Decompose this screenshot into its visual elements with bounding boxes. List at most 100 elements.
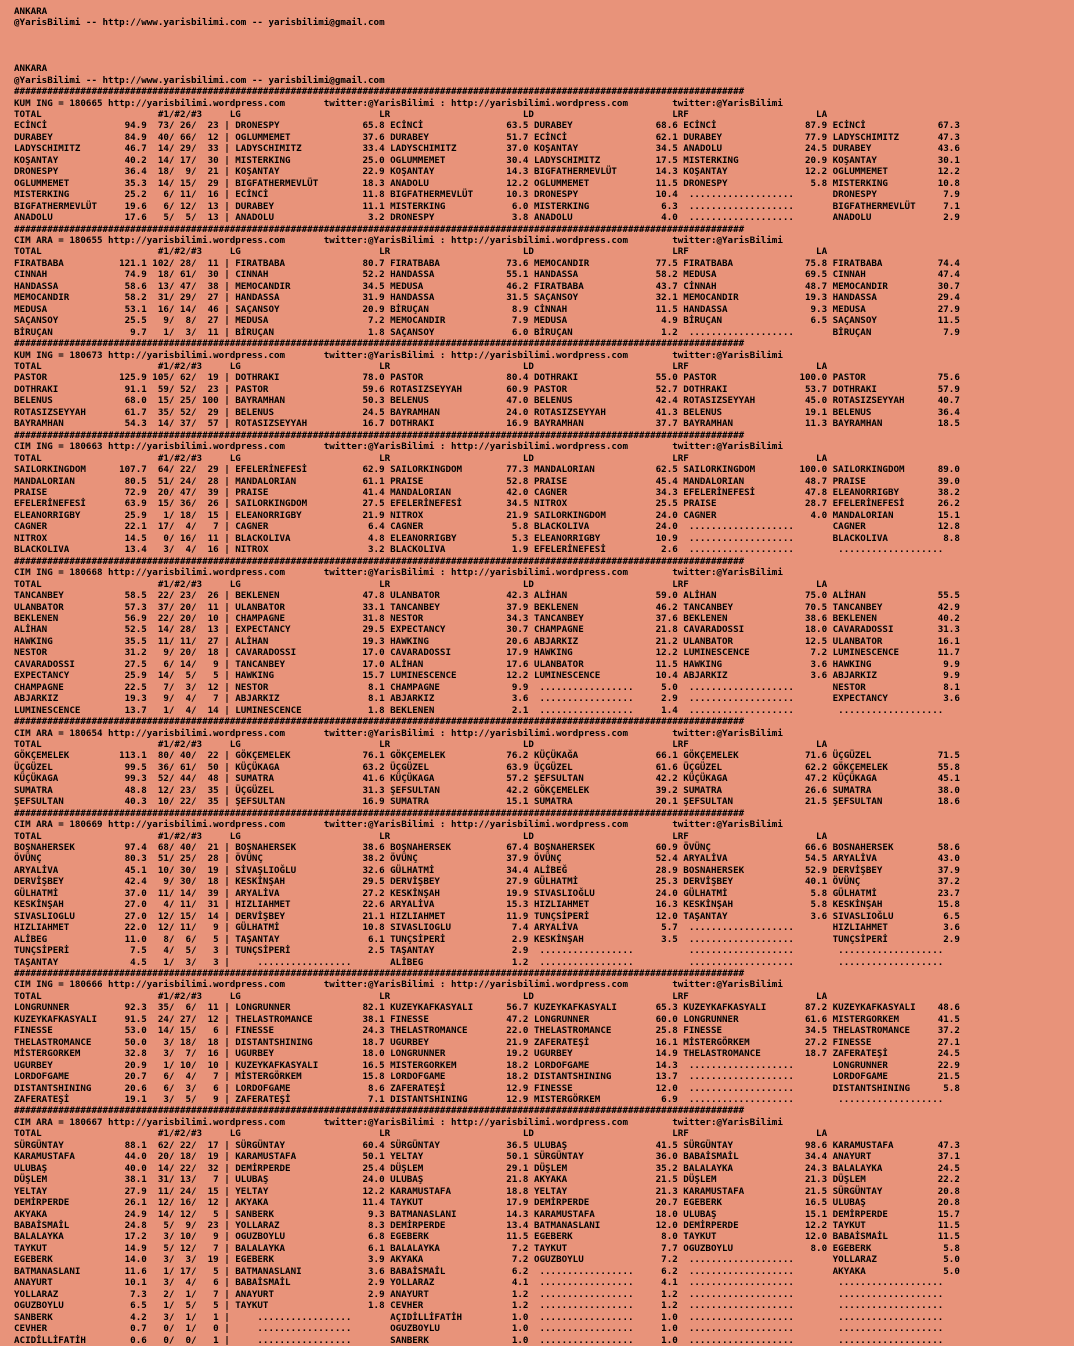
table-row: ACIDİLLİFATİH 0.6 0/ 0/ 1 | ............… [14,1334,944,1346]
table-row: ULUBAŞ 40.0 14/ 22/ 32 | DEMİRPERDE 25.4… [14,1162,960,1174]
table-row: ALİBEG 11.0 8/ 6/ 5 | TAŞANTAY 6.1 TUNÇS… [14,933,960,945]
table-row: DÜŞLEM 38.1 31/ 13/ 7 | ULUBAŞ 24.0 ULUB… [14,1174,960,1186]
table-row: BABAİSMAİL 24.8 5/ 9/ 23 | YOLLARAZ 8.3 … [14,1219,960,1231]
table-row: MEMOCANDIR 58.2 31/ 29/ 27 | HANDASSA 31… [14,292,960,304]
race-blocks-container: ########################################… [14,86,1074,1346]
table-row: SÜRGÜNTAY 88.1 62/ 22/ 17 | SÜRGÜNTAY 60… [14,1139,960,1151]
block-column-headers: TOTAL #1/#2/#3 LG LR LD LRF LA [14,452,828,464]
table-row: BALALAYKA 17.2 3/ 10/ 9 | OGUZBOYLU 6.8 … [14,1231,960,1243]
block-column-headers: TOTAL #1/#2/#3 LG LR LD LRF LA [14,578,828,590]
table-row: THELASTROMANCE 50.0 3/ 18/ 18 | DISTANTS… [14,1036,960,1048]
header-city-2: ANKARA [14,63,48,75]
table-row: CINNAH 74.9 18/ 61/ 30 | CINNAH 52.2 HAN… [14,269,960,281]
table-row: UGURBEY 20.9 1/ 10/ 10 | KUZEYKAFKASYALI… [14,1059,960,1071]
block-title: CIM ARA = 180669 http://yarisbilimi.word… [14,819,783,831]
table-row: SANBERK 4.2 3/ 1/ 1 | ................. … [14,1311,944,1323]
block-title: CIM ARA = 180667 http://yarisbilimi.word… [14,1116,783,1128]
table-row: MİSTERGORKEM 32.8 3/ 7/ 16 | UGURBEY 18.… [14,1048,960,1060]
table-row: DEMİRPERDE 26.1 12/ 16/ 12 | AKYAKA 11.4… [14,1197,960,1209]
table-row: CHAMPAGNE 22.5 7/ 3/ 12 | NESTOR 8.1 CHA… [14,681,960,693]
table-row: GÖKÇEMELEK 113.1 80/ 40/ 22 | GÖKÇEMELEK… [14,750,960,762]
block-separator: ########################################… [14,807,745,819]
block-title: CIM ING = 180663 http://yarisbilimi.word… [14,441,783,453]
table-row: DISTANTSHINING 20.6 6/ 3/ 6 | LORDOFGAME… [14,1082,960,1094]
table-row: KOŞANTAY 40.2 14/ 17/ 30 | MISTERKING 25… [14,154,960,166]
table-row: CEVHER 0.7 0/ 1/ 0 | ................. O… [14,1323,944,1335]
table-row: BEKLENEN 56.9 22/ 20/ 10 | CHAMPAGNE 31.… [14,612,960,624]
table-row: ELEANORRIGBY 25.9 1/ 18/ 15 | ELEANORRIG… [14,509,960,521]
block-title: KUM ING = 180665 http://yarisbilimi.word… [14,97,783,109]
table-row: BOŞNAHERSEK 97.4 68/ 40/ 21 | BOŞNAHERSE… [14,842,960,854]
header-contact-2: @YarisBilimi -- http://www.yarisbilimi.c… [14,74,385,86]
block-separator: ########################################… [14,968,745,980]
table-row: ANADOLU 17.6 5/ 5/ 13 | ANADOLU 3.2 DRON… [14,212,960,224]
block-separator: ########################################… [14,555,745,567]
table-row: DRONESPY 36.4 18/ 9/ 21 | KOŞANTAY 22.9 … [14,166,960,178]
table-row: FIRATBABA 121.1 102/ 28/ 11 | FIRATBABA … [14,257,960,269]
table-row: OGUZBOYLU 6.5 1/ 5/ 5 | TAYKUT 1.8 CEVHE… [14,1300,944,1312]
table-row: ARYALİVA 45.1 10/ 30/ 19 | SİVAŞLIOĞLU 3… [14,864,960,876]
spacer [14,52,1074,63]
table-row: BLACKOLIVA 13.4 3/ 4/ 16 | NITROX 3.2 BL… [14,544,944,556]
table-row: ULANBATOR 57.3 37/ 20/ 11 | ULANBATOR 33… [14,601,960,613]
table-row: LONGRUNNER 92.3 35/ 6/ 11 | LONGRUNNER 8… [14,1002,960,1014]
table-row: KESKİNŞAH 27.0 4/ 11/ 31 | HIZLIAHMET 22… [14,899,960,911]
table-row: TUNÇSİPERİ 7.5 4/ 5/ 3 | TUNÇSİPERİ 2.5 … [14,945,944,957]
block-column-headers: TOTAL #1/#2/#3 LG LR LD LRF LA [14,990,828,1002]
table-row: ŞEFSULTAN 40.3 10/ 22/ 35 | ŞEFSULTAN 16… [14,796,960,808]
spacer [14,29,1074,40]
table-row: YOLLARAZ 7.3 2/ 1/ 7 | ANAYURT 2.9 ANAYU… [14,1288,944,1300]
header-contact-1: @YarisBilimi -- http://www.yarisbilimi.c… [14,17,385,29]
table-row: ÖVÜNÇ 80.3 51/ 25/ 28 | ÖVÜNÇ 38.2 ÖVÜNÇ… [14,853,960,865]
table-row: MANDALORIAN 80.5 51/ 24/ 28 | MANDALORIA… [14,475,960,487]
table-row: LORDOFGAME 20.7 6/ 4/ 7 | MİSTERGÖRKEM 1… [14,1071,960,1083]
block-column-headers: TOTAL #1/#2/#3 LG LR LD LRF LA [14,738,828,750]
table-row: NESTOR 31.2 9/ 20/ 18 | CAVARADOSSI 17.0… [14,647,960,659]
table-row: ANAYURT 10.1 3/ 4/ 6 | BABAİSMAİL 2.9 YO… [14,1277,944,1289]
block-column-headers: TOTAL #1/#2/#3 LG LR LD LRF LA [14,830,828,842]
table-row: LUMINESCENCE 13.7 1/ 4/ 14 | LUMINESCENC… [14,704,944,716]
table-row: KÜÇÜKAGA 99.3 52/ 44/ 48 | SUMATRA 41.6 … [14,773,960,785]
table-row: KARAMUSTAFA 44.0 20/ 18/ 19 | KARAMUSTAF… [14,1151,960,1163]
table-row: MEDUSA 53.1 16/ 14/ 46 | SAÇANSOY 20.9 B… [14,303,960,315]
table-row: PRAISE 72.9 20/ 47/ 39 | PRAISE 41.4 MAN… [14,486,960,498]
table-row: BELENUS 68.0 15/ 25/ 100 | BAYRAMHAN 50.… [14,395,960,407]
block-separator: ########################################… [14,338,745,350]
table-row: BİRUÇAN 9.7 1/ 3/ 11 | BİRUÇAN 1.8 SAÇAN… [14,326,960,338]
table-row: EFELERİNEFESİ 63.9 15/ 36/ 26 | SAILORKI… [14,498,960,510]
header-city-1: ANKARA [14,6,48,17]
table-row: YELTAY 27.9 11/ 24/ 15 | YELTAY 12.2 KAR… [14,1185,960,1197]
table-row: OGLUMMEMET 35.3 14/ 15/ 29 | BIGFATHERME… [14,177,960,189]
block-column-headers: TOTAL #1/#2/#3 LG LR LD LRF LA [14,109,828,121]
table-row: ALİHAN 52.5 14/ 28/ 13 | EXPECTANCY 29.5… [14,624,960,636]
table-row: TAYKUT 14.9 5/ 12/ 7 | BALALAYKA 6.1 BAL… [14,1242,960,1254]
spacer [14,40,1074,51]
table-row: ECİNCİ 94.9 73/ 26/ 23 | DRONESPY 65.8 E… [14,120,960,132]
table-row: BIGFATHERMEVLÜT 19.6 6/ 12/ 13 | DURABEY… [14,200,960,212]
table-row: SAÇANSOY 25.5 9/ 8/ 27 | MEDUSA 7.2 MEMO… [14,315,960,327]
block-title: CIM ARA = 180654 http://yarisbilimi.word… [14,727,783,739]
block-separator: ########################################… [14,429,745,441]
table-row: HAWKING 35.5 11/ 11/ 27 | ALİHAN 19.3 HA… [14,635,960,647]
table-row: CAVARADOSSI 27.5 6/ 14/ 9 | TANCANBEY 17… [14,658,960,670]
table-row: DERVİŞBEY 42.4 9/ 30/ 18 | KESKİNŞAH 29.… [14,876,960,888]
table-row: MISTERKING 25.2 6/ 11/ 16 | ECİNCİ 11.8 … [14,189,960,201]
table-row: HIZLIAHMET 22.0 12/ 11/ 9 | GÜLHATMİ 10.… [14,922,960,934]
table-row: ABJARKIZ 19.3 9/ 4/ 7 | ABJARKIZ 8.1 ABJ… [14,693,960,705]
table-row: DURABEY 84.9 40/ 66/ 12 | OGLUMMEMET 37.… [14,131,960,143]
block-separator: ########################################… [14,223,745,235]
table-row: ÜÇGÜZEL 99.5 36/ 61/ 50 | KÜÇÜKAGA 63.2 … [14,761,960,773]
table-row: PASTOR 125.9 105/ 62/ 19 | DOTHRAKI 78.0… [14,372,960,384]
table-row: CAGNER 22.1 17/ 4/ 7 | CAGNER 6.4 CAGNER… [14,521,960,533]
block-column-headers: TOTAL #1/#2/#3 LG LR LD LRF LA [14,361,828,372]
table-row: TAŞANTAY 4.5 1/ 3/ 3 | .................… [14,956,944,968]
table-row: FINESSE 53.0 14/ 15/ 6 | FINESSE 24.3 TH… [14,1025,960,1037]
table-row: KUZEYKAFKASYALI 91.5 24/ 27/ 12 | THELAS… [14,1013,960,1025]
table-row: SUMATRA 48.8 12/ 23/ 35 | ÜÇGÜZEL 31.3 Ş… [14,784,960,796]
block-column-headers: TOTAL #1/#2/#3 LG LR LD LRF LA [14,1128,828,1140]
table-row: SIVASLIOGLU 27.0 12/ 15/ 14 | DERVİŞBEY … [14,910,960,922]
block-title: CIM ING = 180668 http://yarisbilimi.word… [14,567,783,579]
table-row: BATMANASLANI 11.6 1/ 17/ 5 | BATMANASLAN… [14,1265,960,1277]
block-title: CIM ARA = 180655 http://yarisbilimi.word… [14,235,783,247]
